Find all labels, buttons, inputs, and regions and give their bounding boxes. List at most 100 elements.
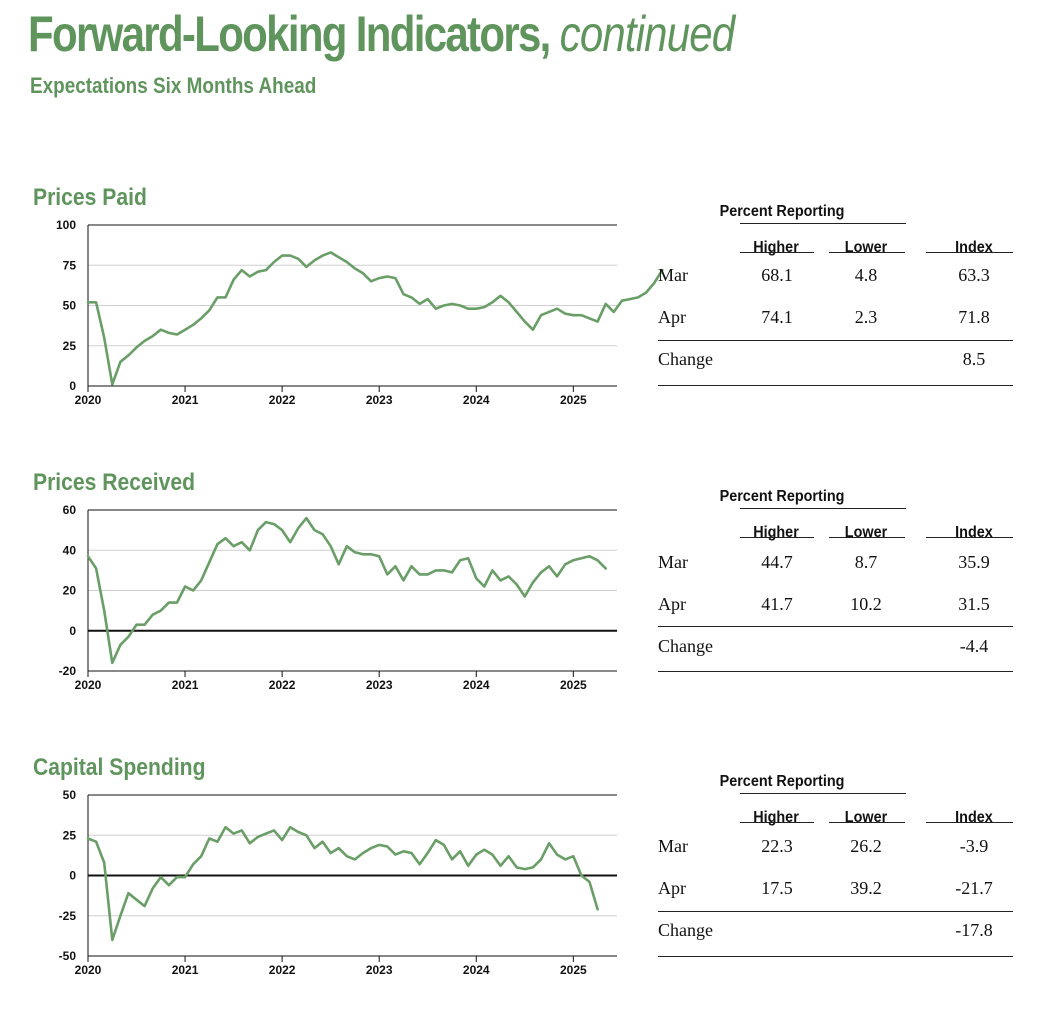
y-tick-label: 0 [69, 869, 76, 883]
table-rule [740, 252, 814, 253]
x-tick-label: 2022 [269, 963, 296, 977]
col-index: Index [955, 809, 993, 826]
x-tick-label: 2020 [75, 678, 102, 692]
cell-index: -21.7 [955, 878, 993, 898]
section-capital-spending: Capital Spending 50 25 0 -25 -50 2020 2021 2022… [0, 754, 1058, 1005]
page-title-main: Forward-Looking Indicators, [28, 6, 551, 62]
cell-lower: 4.8 [854, 265, 878, 285]
y-tick-label: 25 [63, 828, 77, 842]
y-tick-label: 40 [63, 543, 77, 557]
y-tick-label: -50 [59, 949, 77, 963]
table-rule [740, 508, 906, 509]
cell-change: -17.8 [955, 920, 993, 940]
col-higher: Higher [753, 524, 799, 541]
row-label-mar: Mar [658, 552, 688, 572]
x-tick-label: 2023 [366, 678, 393, 692]
y-tick-label: 0 [69, 379, 76, 393]
x-tick-label: 2020 [75, 393, 102, 407]
y-tick-label: 100 [56, 218, 76, 232]
col-higher: Higher [753, 809, 799, 826]
y-tick-label: 0 [69, 624, 76, 638]
series-line [86, 251, 664, 386]
x-tick-label: 2024 [463, 678, 490, 692]
cell-change: 8.5 [962, 349, 986, 369]
row-label-change: Change [658, 349, 713, 369]
x-tick-label: 2024 [463, 393, 490, 407]
x-tick-label: 2021 [172, 393, 199, 407]
x-tick-label: 2025 [560, 393, 587, 407]
row-label-mar: Mar [658, 836, 688, 856]
row-label-apr: Apr [658, 307, 686, 327]
table-rule [658, 626, 1013, 627]
cell-higher: 74.1 [761, 307, 793, 327]
table-rule [740, 793, 906, 794]
cell-higher: 22.3 [761, 836, 793, 856]
cell-index: 31.5 [958, 594, 990, 614]
y-tick-label: 20 [63, 584, 77, 598]
x-tick-label: 2021 [172, 963, 199, 977]
cell-lower: 26.2 [850, 836, 882, 856]
row-label-change: Change [658, 920, 713, 940]
y-tick-label: 25 [63, 339, 77, 353]
chart-title: Capital Spending [33, 754, 206, 781]
table-rule [740, 223, 906, 224]
x-tick-label: 2023 [366, 393, 393, 407]
series-line [86, 516, 608, 665]
chart-title: Prices Received [33, 469, 196, 496]
cell-higher: 17.5 [761, 878, 793, 898]
table-rule [658, 671, 1013, 672]
table-header: Percent Reporting [719, 773, 845, 790]
table-prices-received: Percent Reporting Higher Lower Index Mar… [658, 470, 1013, 720]
table-rule [658, 340, 1013, 341]
table-rule [829, 537, 905, 538]
y-tick-label: 75 [63, 258, 77, 272]
x-tick-label: 2022 [269, 393, 296, 407]
x-tick-label: 2024 [463, 963, 490, 977]
cell-index: 63.3 [958, 265, 990, 285]
row-label-apr: Apr [658, 878, 686, 898]
x-tick-label: 2025 [560, 678, 587, 692]
cell-lower: 8.7 [854, 552, 878, 572]
series-line [86, 825, 599, 942]
cell-higher: 41.7 [761, 594, 793, 614]
cell-lower: 10.2 [850, 594, 882, 614]
table-rule [926, 537, 1013, 538]
row-label-change: Change [658, 636, 713, 656]
y-tick-label: 60 [63, 503, 77, 517]
col-lower: Lower [844, 239, 888, 256]
table-header: Percent Reporting [719, 488, 845, 505]
cell-higher: 68.1 [761, 265, 793, 285]
cell-index: -3.9 [959, 836, 989, 856]
section-prices-paid: Prices Paid 100 75 50 25 0 2020 2021 2022 2023 20… [0, 184, 1058, 435]
col-higher: Higher [753, 239, 799, 256]
page-title: Forward-Looking Indicators, continued [28, 4, 735, 64]
x-tick-label: 2022 [269, 678, 296, 692]
y-tick-label: -25 [59, 909, 77, 923]
col-index: Index [955, 524, 993, 541]
cell-change: -4.4 [959, 636, 989, 656]
table-rule [658, 956, 1013, 957]
x-tick-label: 2020 [75, 963, 102, 977]
chart-title: Prices Paid [33, 184, 147, 211]
x-tick-label: 2023 [366, 963, 393, 977]
table-rule [926, 822, 1013, 823]
row-label-apr: Apr [658, 594, 686, 614]
section-prices-received: Prices Received 60 40 20 0 -20 2020 2021 2022 20… [0, 469, 1058, 720]
col-lower: Lower [844, 524, 888, 541]
table-rule [658, 385, 1013, 386]
table-rule [658, 911, 1013, 912]
y-tick-label: -20 [59, 664, 77, 678]
table-rule [740, 822, 814, 823]
y-tick-label: 50 [63, 299, 77, 313]
cell-index: 35.9 [958, 552, 990, 572]
cell-lower: 39.2 [850, 878, 882, 898]
table-header: Percent Reporting [719, 203, 845, 220]
row-label-mar: Mar [658, 265, 688, 285]
table-rule [740, 537, 814, 538]
y-tick-label: 50 [63, 788, 77, 802]
x-tick-label: 2021 [172, 678, 199, 692]
col-lower: Lower [844, 809, 888, 826]
